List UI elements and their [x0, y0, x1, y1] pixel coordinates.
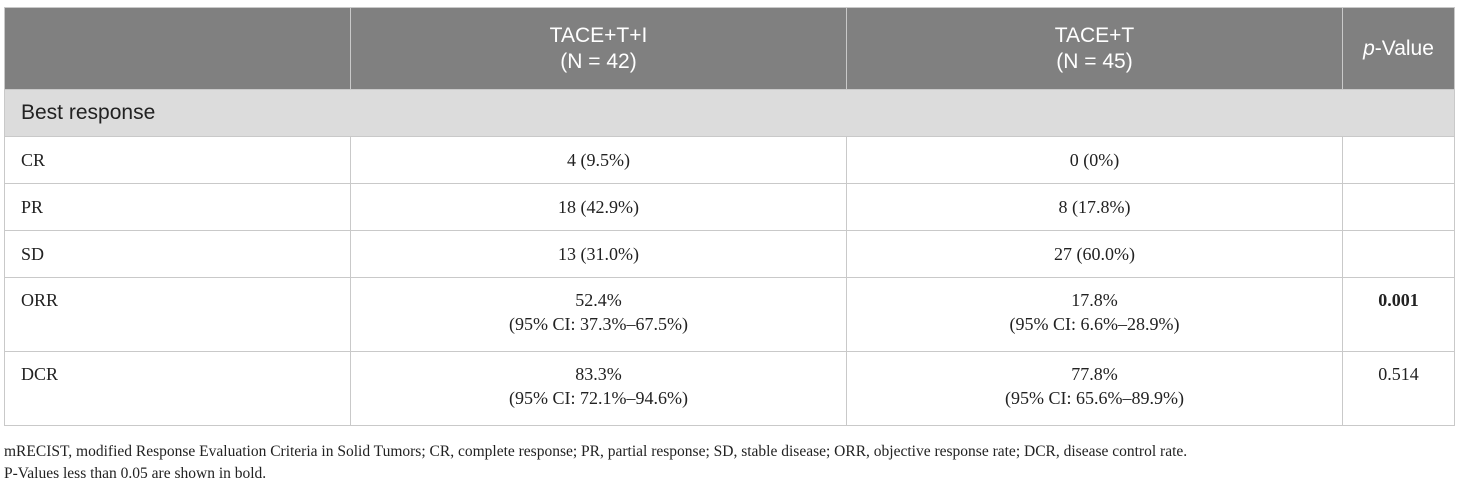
section-best-response: Best response	[4, 89, 1455, 137]
cell-value: 77.8%	[1071, 364, 1118, 384]
table-row: PR 18 (42.9%) 8 (17.8%)	[4, 183, 1455, 231]
cell-tace-t-i: 52.4% (95% CI: 37.3%–67.5%)	[350, 277, 847, 352]
cell-ci: (95% CI: 72.1%–94.6%)	[509, 388, 688, 408]
cell-tace-t-i: 83.3% (95% CI: 72.1%–94.6%)	[350, 351, 847, 426]
footnote-abbreviations: mRECIST, modified Response Evaluation Cr…	[4, 443, 1188, 460]
cell-ci: (95% CI: 6.6%–28.9%)	[1009, 314, 1180, 334]
cell-value: 27 (60.0%)	[1054, 244, 1135, 264]
cell-p-value	[1342, 136, 1455, 184]
cell-value: 52.4%	[575, 290, 622, 310]
cell-tace-t-i: 18 (42.9%)	[350, 183, 847, 231]
cell-value: 18 (42.9%)	[558, 197, 639, 217]
row-label: CR	[4, 136, 351, 184]
header-p-value: p-Value	[1342, 7, 1455, 90]
header-tace-t-i-name: TACE+T+I	[549, 23, 648, 47]
table-footnote: mRECIST, modified Response Evaluation Cr…	[4, 441, 1454, 485]
header-tace-t-n: (N = 45)	[1056, 49, 1133, 73]
table-row: DCR 83.3% (95% CI: 72.1%–94.6%) 77.8% (9…	[4, 351, 1455, 426]
cell-value: 17.8%	[1071, 290, 1118, 310]
cell-tace-t-i: 4 (9.5%)	[350, 136, 847, 184]
row-label: PR	[4, 183, 351, 231]
cell-value: 0 (0%)	[1069, 150, 1120, 170]
header-p-rest: -Value	[1374, 36, 1434, 60]
cell-p-value	[1342, 230, 1455, 278]
table-header-row: TACE+T+I (N = 42) TACE+T (N = 45) p-Valu…	[4, 7, 1455, 90]
cell-p-value: 0.001	[1342, 277, 1455, 352]
row-label: DCR	[4, 351, 351, 426]
section-row: Best response	[4, 89, 1455, 137]
cell-tace-t: 17.8% (95% CI: 6.6%–28.9%)	[846, 277, 1343, 352]
header-p-italic: p	[1363, 36, 1375, 60]
cell-tace-t: 27 (60.0%)	[846, 230, 1343, 278]
header-tace-t-name: TACE+T	[1054, 23, 1135, 47]
table-row: ORR 52.4% (95% CI: 37.3%–67.5%) 17.8% (9…	[4, 277, 1455, 352]
cell-value: 13 (31.0%)	[558, 244, 639, 264]
cell-tace-t: 0 (0%)	[846, 136, 1343, 184]
cell-ci: (95% CI: 37.3%–67.5%)	[509, 314, 688, 334]
cell-tace-t: 77.8% (95% CI: 65.6%–89.9%)	[846, 351, 1343, 426]
header-tace-t-i-n: (N = 42)	[560, 49, 637, 73]
cell-p-value: 0.514	[1342, 351, 1455, 426]
cell-ci: (95% CI: 65.6%–89.9%)	[1005, 388, 1184, 408]
table-row: CR 4 (9.5%) 0 (0%)	[4, 136, 1455, 184]
header-tace-t: TACE+T (N = 45)	[846, 7, 1343, 90]
cell-tace-t: 8 (17.8%)	[846, 183, 1343, 231]
cell-value: 4 (9.5%)	[567, 150, 630, 170]
footnote-bold-note: P-Values less than 0.05 are shown in bol…	[4, 465, 267, 482]
header-empty-cell	[4, 7, 351, 90]
cell-tace-t-i: 13 (31.0%)	[350, 230, 847, 278]
table-row: SD 13 (31.0%) 27 (60.0%)	[4, 230, 1455, 278]
row-label: SD	[4, 230, 351, 278]
header-tace-t-i: TACE+T+I (N = 42)	[350, 7, 847, 90]
row-label: ORR	[4, 277, 351, 352]
cell-p-value	[1342, 183, 1455, 231]
response-table: TACE+T+I (N = 42) TACE+T (N = 45) p-Valu…	[4, 7, 1455, 426]
response-table-container: TACE+T+I (N = 42) TACE+T (N = 45) p-Valu…	[4, 7, 1455, 426]
cell-value: 8 (17.8%)	[1058, 197, 1131, 217]
cell-value: 83.3%	[575, 364, 622, 384]
